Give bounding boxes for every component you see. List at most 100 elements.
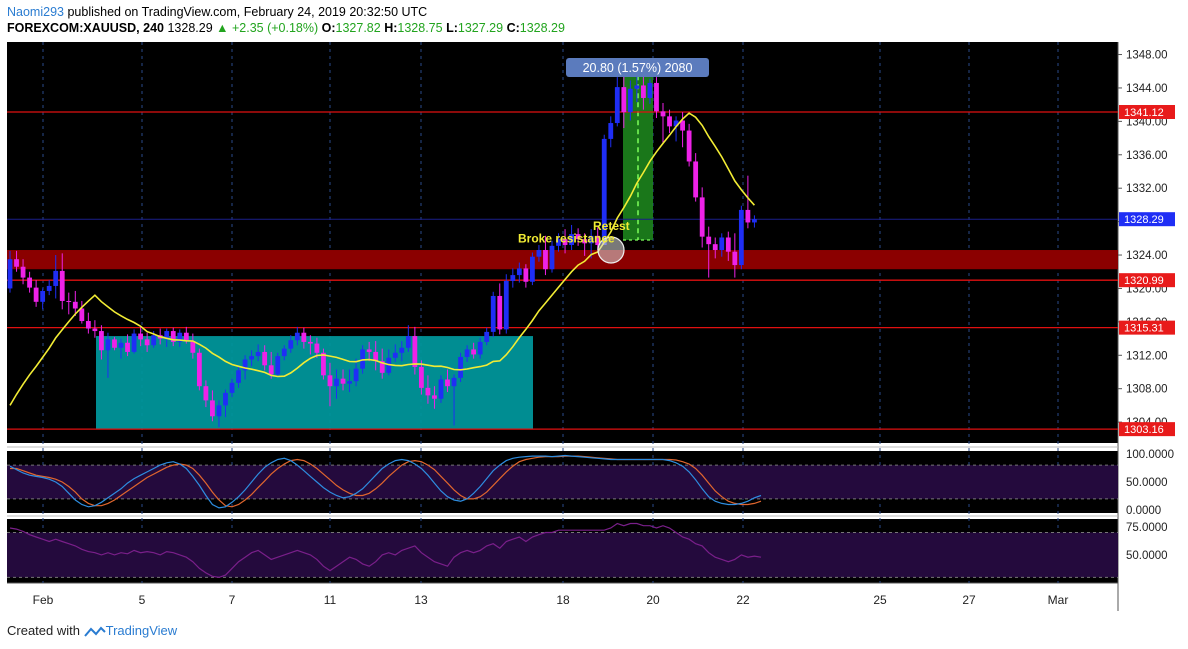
candle-body	[268, 365, 274, 375]
candle-body	[641, 85, 646, 98]
level-tag	[1119, 273, 1175, 288]
candle-body	[334, 378, 339, 387]
candle-body	[556, 239, 561, 246]
x-tick-label: 5	[139, 593, 146, 607]
candle-body	[503, 280, 509, 330]
measure-label-box	[566, 58, 709, 77]
candle-body	[458, 356, 463, 378]
annotation-broke-resistance: Broke resistance	[518, 232, 615, 246]
candle-body	[601, 138, 607, 246]
candle-body	[314, 343, 320, 353]
open-value: 1327.82	[335, 21, 381, 35]
candle-body	[562, 239, 568, 246]
candle-body	[46, 285, 52, 291]
candle-body	[229, 382, 235, 393]
candle-body	[418, 366, 424, 388]
candle-body	[490, 295, 496, 332]
level-tag	[1119, 320, 1175, 335]
high-label: H:	[384, 21, 398, 35]
candle-body	[438, 379, 444, 399]
x-tick-label: 13	[414, 593, 428, 607]
retest-circle	[597, 236, 625, 264]
y-tick-label: 1340.00	[1126, 116, 1168, 128]
candle-body	[281, 348, 287, 357]
candle-body	[373, 351, 379, 362]
candle-body	[536, 250, 542, 257]
candle-body	[510, 275, 516, 281]
annotation-retest: Retest	[593, 219, 630, 233]
candle-body	[451, 377, 457, 387]
candle-body	[340, 378, 346, 384]
rsi-band-fill	[7, 532, 1118, 578]
rsi-line	[9, 522, 762, 579]
candle-body	[196, 352, 202, 387]
candle-body	[33, 287, 39, 302]
x-tick-label: Mar	[1048, 593, 1069, 607]
candle-body	[392, 352, 398, 358]
candle-body	[569, 234, 574, 246]
candle-body	[543, 250, 548, 270]
candle-body	[118, 342, 124, 348]
tradingview-link[interactable]: TradingView	[105, 623, 178, 638]
candle-body	[105, 339, 111, 351]
close-value: 1328.29	[519, 21, 565, 35]
candle-body	[627, 88, 633, 113]
candle-body	[464, 349, 470, 357]
candle-body	[680, 120, 685, 131]
stochastic-y-label: 50.0000	[1126, 477, 1168, 489]
candles	[7, 66, 757, 428]
close-label: C:	[506, 21, 520, 35]
candle-body	[588, 235, 594, 244]
candle-body	[693, 161, 699, 198]
last-price: 1328.29	[167, 21, 213, 35]
candle-body	[732, 251, 738, 266]
level-label: 1341.12	[1124, 107, 1164, 119]
x-tick-label: 20	[646, 593, 660, 607]
candle-body	[660, 111, 666, 117]
candle-body	[347, 381, 352, 384]
candle-body	[673, 120, 679, 127]
y-tick-label: 1312.00	[1126, 350, 1168, 362]
x-tick-label: Feb	[33, 593, 54, 607]
candle-body	[131, 333, 137, 352]
candle-body	[595, 235, 601, 246]
y-tick-label: 1332.00	[1126, 183, 1168, 195]
ohlc-line: FOREXCOM:XAUUSD, 240 1328.29 ▲ +2.35 (+0…	[7, 20, 565, 36]
last-price-tag	[1119, 212, 1175, 227]
candle-body	[177, 332, 183, 342]
candle-body	[249, 356, 255, 360]
level-label: 1320.99	[1124, 275, 1164, 287]
candle-body	[686, 130, 692, 162]
y-tick-label: 1308.00	[1126, 384, 1168, 396]
candle-body	[53, 270, 59, 286]
candle-body	[634, 85, 640, 89]
candle-body	[92, 328, 98, 332]
candle-body	[706, 236, 712, 245]
candle-body	[255, 351, 261, 357]
candle-body	[699, 197, 705, 237]
stochastic-y-label: 100.0000	[1126, 449, 1174, 461]
candle-body	[575, 234, 581, 240]
stochastic-y-label: 0.0000	[1126, 505, 1161, 517]
candle-body	[203, 386, 209, 401]
stochastic-band-fill	[7, 465, 1118, 499]
y-tick-label: 1336.00	[1126, 150, 1168, 162]
author-link[interactable]: Naomi293	[7, 5, 64, 19]
candle-body	[621, 87, 627, 113]
candle-body	[745, 209, 751, 223]
range-box	[96, 336, 533, 429]
candle-body	[712, 244, 718, 251]
candle-body	[667, 116, 672, 127]
candle-body	[294, 332, 300, 341]
low-value: 1327.29	[457, 21, 504, 35]
publish-line: Naomi293 published on TradingView.com, F…	[7, 4, 565, 20]
candle-body	[307, 341, 313, 344]
x-tick-label: 25	[873, 593, 887, 607]
candle-body	[236, 370, 241, 383]
candle-body	[164, 331, 170, 339]
publish-info: published on TradingView.com, February 2…	[67, 5, 428, 19]
high-value: 1328.75	[397, 21, 443, 35]
created-with-text: Created with	[7, 623, 80, 638]
candle-body	[379, 361, 385, 373]
